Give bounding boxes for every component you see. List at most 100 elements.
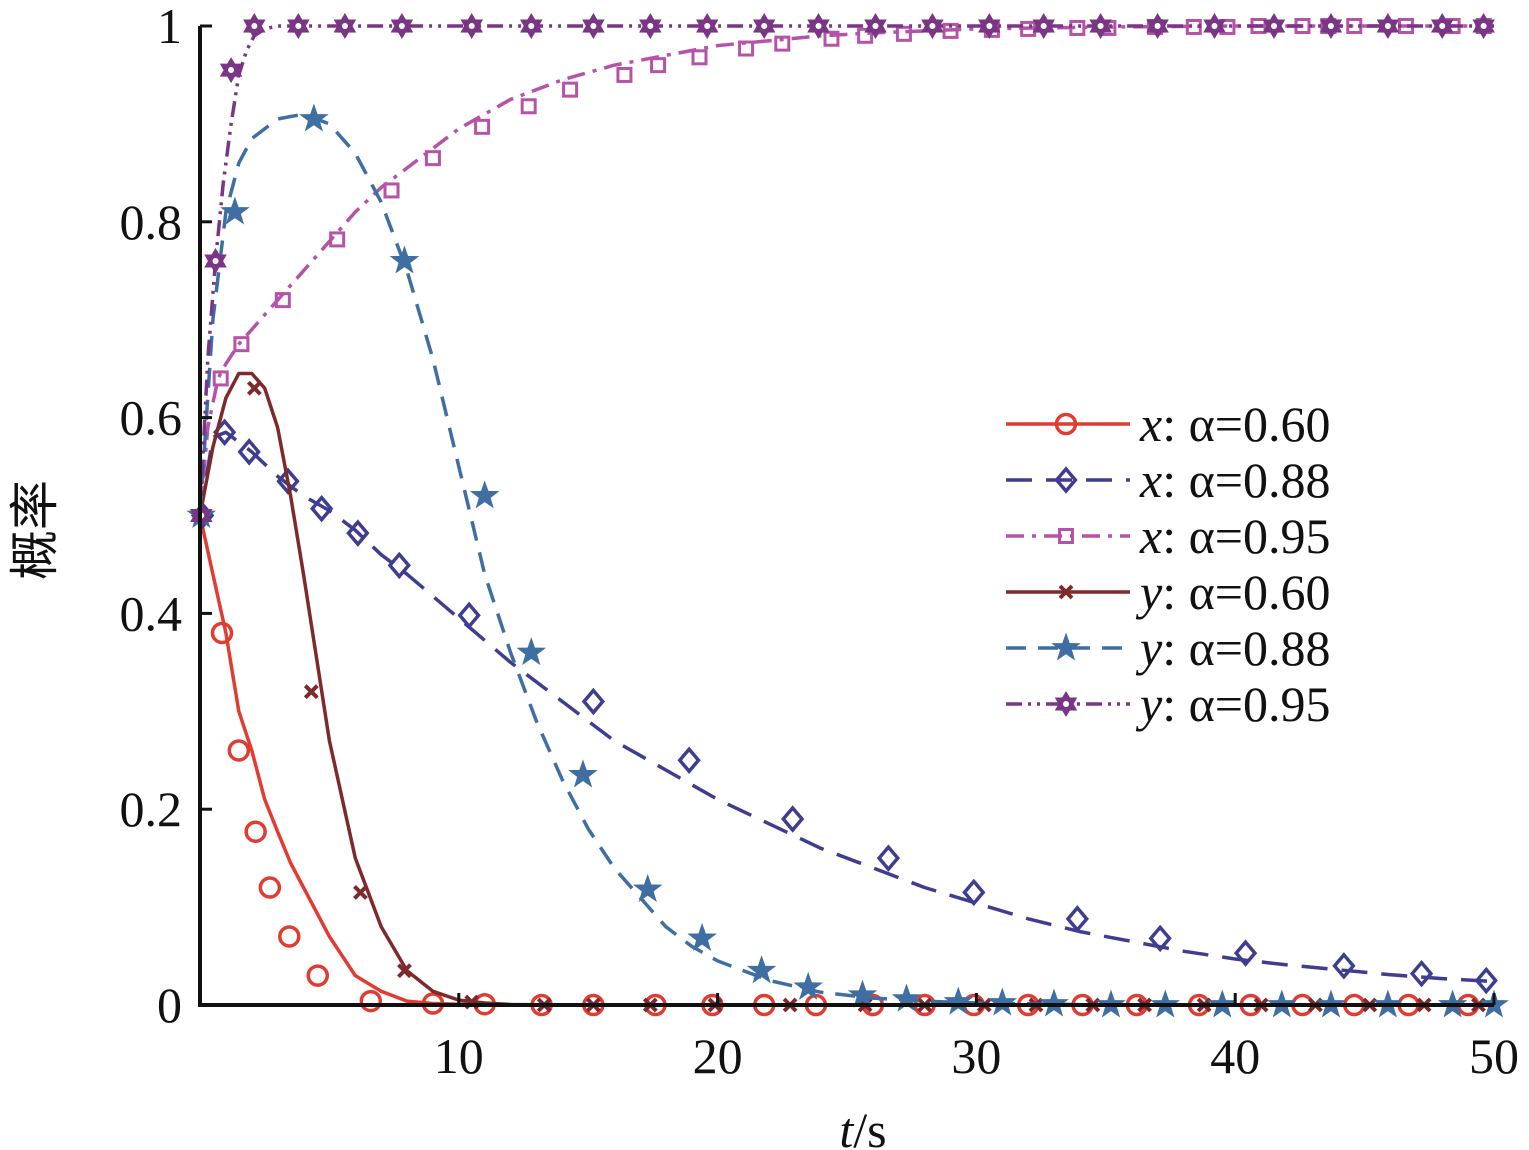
series-2-point <box>1409 959 1434 988</box>
series-2-point <box>876 844 901 872</box>
legend-item: y: α=0.88 <box>1006 620 1331 676</box>
series-5-point <box>1039 988 1069 1017</box>
y-tick-label: 0.4 <box>120 585 183 641</box>
legend-label-param: : α=0.95 <box>1162 676 1330 732</box>
series-2-point <box>1332 952 1356 980</box>
series-4-point <box>397 963 412 979</box>
series-2-point <box>581 687 606 716</box>
series-6-point-center <box>647 23 654 29</box>
series-5-point <box>687 922 717 952</box>
series-6-point-center <box>212 257 219 264</box>
y-tick-label: 0.2 <box>120 781 183 837</box>
y-axis-label: 概率 <box>7 480 63 580</box>
series-3-point <box>616 66 633 83</box>
series-6-point-center <box>1327 23 1334 29</box>
series-3-point <box>691 49 708 66</box>
legend-label-variable: x <box>1139 452 1162 508</box>
x-tick-label: 20 <box>693 1028 743 1084</box>
series-1-point <box>244 820 267 843</box>
legend-item: y: α=0.60 <box>1006 564 1331 620</box>
series-4-point <box>246 380 262 396</box>
legend-label: y: α=0.60 <box>1135 564 1331 620</box>
series-6-point-center <box>1040 23 1047 29</box>
series-3-point <box>823 30 840 47</box>
ticks: 0 0.2 0.4 0.6 0.8 1 10 20 30 40 50 <box>120 0 1520 1084</box>
series-2-point <box>962 878 986 907</box>
legend-item: x: α=0.95 <box>1006 508 1331 564</box>
series-3-point <box>650 57 667 74</box>
series-6-point-center <box>872 23 879 29</box>
legend-marker-center <box>1063 701 1069 707</box>
series-5-point <box>568 759 598 788</box>
series-6-point-center <box>986 23 993 29</box>
series-2-point <box>457 601 481 630</box>
x-axis-label-variable: t <box>839 1102 854 1150</box>
series-5-point <box>469 480 500 509</box>
legend-label-variable: y <box>1135 564 1163 620</box>
series-3-point <box>774 35 791 52</box>
legend-marker <box>1051 632 1081 661</box>
series-6-point-center <box>341 23 348 29</box>
series-2-point <box>781 805 805 833</box>
x-tick-label: 30 <box>951 1028 1001 1084</box>
series-6-point-center <box>1097 23 1104 29</box>
series-2-point <box>1233 939 1258 967</box>
series-6-point-center <box>528 23 535 29</box>
series-6-point-center <box>251 23 258 29</box>
series-2-line <box>198 430 1495 984</box>
series-6-point-center <box>228 67 235 74</box>
series-5-point <box>987 987 1018 1016</box>
series-6-point-center <box>468 23 475 29</box>
series-5-point <box>847 979 878 1008</box>
series-2-point <box>677 746 701 774</box>
series-1-point <box>359 989 383 1013</box>
series-5-point <box>220 196 250 225</box>
legend-label-param: : α=0.95 <box>1162 508 1330 564</box>
axes <box>198 26 1494 1007</box>
series-2 <box>190 418 1498 995</box>
series-6-point-center <box>815 23 822 29</box>
series-6-point-center <box>398 23 405 29</box>
series-4-point <box>353 885 368 900</box>
series-3-point <box>212 370 229 387</box>
series-3-point <box>738 40 755 57</box>
series-6-point-center <box>1384 23 1391 29</box>
legend-marker <box>1054 412 1078 436</box>
series-3 <box>198 18 1494 516</box>
legend-label: y: α=0.88 <box>1135 620 1331 676</box>
legend: x: α=0.60x: α=0.88x: α=0.95y: α=0.60y: α… <box>1006 396 1331 732</box>
series-5-point <box>793 971 823 1000</box>
series-6-point-center <box>929 23 936 29</box>
series-5-point <box>746 955 777 984</box>
legend-marker <box>1058 584 1074 600</box>
legend-label-variable: x <box>1139 396 1162 452</box>
series-6-point-center <box>1154 23 1161 29</box>
x-tick-label: 40 <box>1210 1028 1260 1084</box>
series-6-point-center <box>761 23 768 29</box>
series-6-point-center <box>1480 23 1487 29</box>
x-tick-label: 10 <box>434 1028 484 1084</box>
legend-label-variable: y <box>1135 676 1163 732</box>
legend-label: x: α=0.88 <box>1139 452 1331 508</box>
series-2-point <box>387 551 411 580</box>
y-tick-label: 1 <box>157 0 182 54</box>
series-2-point <box>346 519 370 547</box>
series-3-point <box>520 98 537 115</box>
legend-label-param: : α=0.88 <box>1162 620 1330 676</box>
legend-marker <box>1054 466 1078 494</box>
legend-label-variable: x <box>1139 508 1162 564</box>
series-6-point-center <box>295 23 302 29</box>
series-3-point <box>562 81 579 98</box>
series-5-line <box>198 112 1494 1007</box>
series-2-point <box>1065 905 1089 933</box>
series-5-point <box>389 245 420 274</box>
series-3-point <box>1069 19 1086 36</box>
series-6-point-center <box>704 23 711 29</box>
series-2-point <box>1148 924 1172 953</box>
series-6-point-center <box>1211 23 1218 29</box>
legend-label: y: α=0.95 <box>1135 676 1331 732</box>
series-4-point <box>303 684 319 700</box>
x-axis-label-unit: /s <box>853 1102 886 1150</box>
series-1-point <box>258 876 282 899</box>
